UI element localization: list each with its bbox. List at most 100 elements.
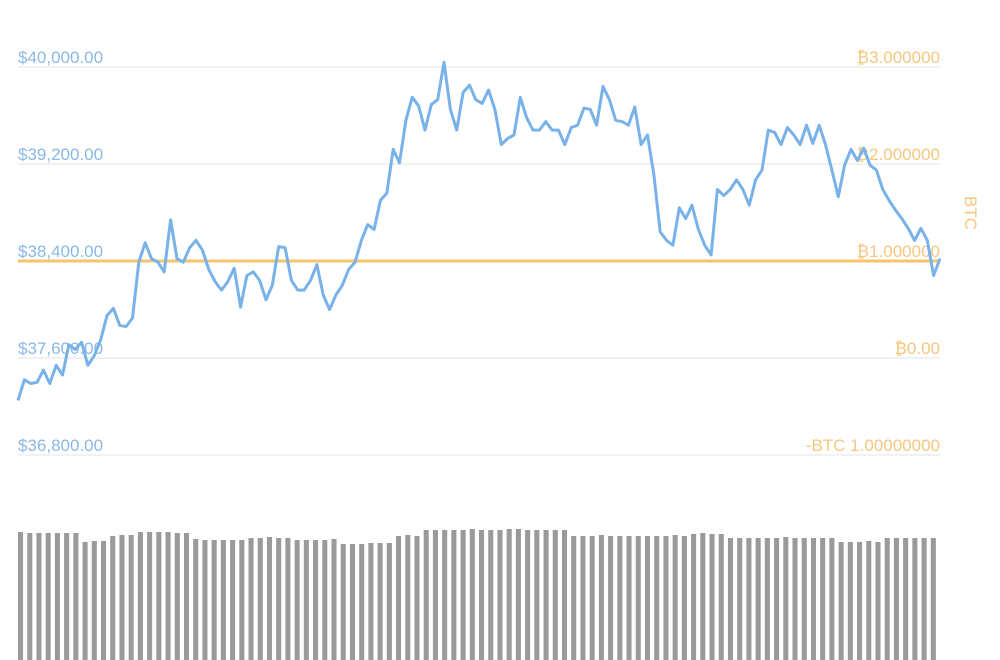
volume-bar bbox=[183, 533, 190, 660]
volume-bar bbox=[469, 529, 475, 660]
volume-bar bbox=[174, 533, 180, 660]
volume-bar bbox=[893, 538, 899, 660]
volume-bar bbox=[506, 529, 512, 660]
volume-bar bbox=[608, 536, 614, 660]
y2-tick-label: ₿0.00 bbox=[894, 339, 940, 358]
volume-bar bbox=[322, 540, 328, 660]
volume-bar bbox=[211, 540, 217, 660]
volume-bar bbox=[543, 530, 549, 660]
volume-bar bbox=[230, 540, 236, 660]
volume-bar bbox=[54, 533, 60, 660]
volume-bar bbox=[137, 532, 143, 660]
volume-bar bbox=[884, 538, 890, 660]
volume-bar bbox=[45, 533, 51, 660]
volume-bar bbox=[285, 538, 291, 660]
volume-bar bbox=[479, 530, 485, 660]
volume-bar bbox=[156, 532, 162, 660]
volume-bar bbox=[313, 540, 319, 660]
y-tick-label: $40,000.00 bbox=[18, 48, 103, 67]
volume-bar bbox=[386, 543, 392, 660]
volume-bar bbox=[774, 538, 780, 660]
volume-bar bbox=[220, 540, 226, 660]
volume-bar bbox=[340, 544, 346, 660]
volume-bar bbox=[534, 530, 540, 660]
volume-bar bbox=[82, 542, 88, 660]
volume-bar bbox=[368, 543, 374, 660]
volume-bar bbox=[755, 538, 761, 660]
volume-bar bbox=[276, 538, 282, 660]
volume-bar bbox=[820, 538, 826, 660]
volume-bar bbox=[147, 532, 153, 660]
y-tick-label: $38,400.00 bbox=[18, 242, 103, 261]
volume-bar bbox=[930, 538, 936, 660]
volume-bar bbox=[764, 538, 770, 660]
volume-bar bbox=[921, 538, 927, 660]
y2-tick-label: -BTC 1.00000000 bbox=[806, 436, 940, 455]
volume-bar bbox=[239, 540, 245, 660]
y-tick-label: $39,200.00 bbox=[18, 145, 103, 164]
volume-bar bbox=[460, 530, 466, 660]
volume-bar bbox=[497, 530, 503, 660]
y2-axis-title: BTC bbox=[961, 196, 980, 230]
volume-bar bbox=[396, 536, 402, 660]
volume-bar bbox=[709, 534, 715, 660]
volume-bar bbox=[727, 538, 734, 660]
y-tick-label: $37,600.00 bbox=[18, 339, 103, 358]
volume-bar bbox=[654, 536, 660, 660]
volume-bar bbox=[36, 533, 42, 660]
volume-bar bbox=[875, 542, 881, 660]
volume-bar bbox=[257, 538, 263, 660]
volume-bar bbox=[303, 540, 309, 660]
volume-bar bbox=[100, 541, 107, 660]
volume-bar bbox=[644, 536, 651, 660]
volume-bar bbox=[829, 538, 835, 660]
volume-bar bbox=[193, 539, 199, 660]
volume-bar bbox=[552, 530, 558, 660]
volume-bar bbox=[432, 530, 438, 660]
y2-tick-label: ₿2.000000 bbox=[857, 145, 941, 164]
volume-bar bbox=[571, 536, 577, 660]
volume-bar bbox=[718, 534, 724, 660]
volume-bar bbox=[488, 530, 494, 660]
volume-bar bbox=[349, 544, 355, 660]
volume-bar bbox=[248, 538, 254, 660]
volume-bar bbox=[202, 540, 208, 660]
volume-bar bbox=[119, 535, 125, 660]
volume-bar bbox=[681, 536, 687, 660]
volume-bar bbox=[838, 542, 844, 660]
volume-bar bbox=[331, 539, 337, 660]
volume-bar bbox=[442, 530, 448, 660]
volume-bar bbox=[73, 533, 79, 660]
volume-bar bbox=[746, 538, 752, 660]
volume-bar bbox=[912, 538, 918, 660]
y-tick-label: $36,800.00 bbox=[18, 436, 103, 455]
volume-bar bbox=[857, 542, 863, 660]
volume-bar bbox=[801, 538, 807, 660]
volume-bar bbox=[64, 533, 70, 660]
y2-tick-label: ₿1.000000 bbox=[857, 242, 941, 261]
volume-bar bbox=[663, 536, 669, 660]
volume-bar bbox=[405, 535, 411, 660]
volume-bar bbox=[561, 530, 568, 660]
volume-bar bbox=[672, 535, 678, 660]
price-line bbox=[16, 60, 942, 401]
y2-tick-label: ₿3.000000 bbox=[857, 48, 941, 67]
volume-bar bbox=[866, 541, 872, 660]
volume-bar bbox=[580, 536, 586, 660]
volume-bar bbox=[110, 536, 116, 660]
volume-bar bbox=[525, 530, 531, 660]
volume-bar bbox=[91, 541, 97, 660]
volume-bar bbox=[598, 535, 604, 660]
volume-bar bbox=[27, 533, 33, 660]
volume-bar bbox=[792, 538, 798, 660]
volume-bar bbox=[700, 533, 706, 660]
volume-bar bbox=[737, 538, 743, 660]
volume-bar bbox=[359, 544, 365, 660]
volume-bar bbox=[515, 529, 521, 660]
volume-bar bbox=[626, 536, 632, 660]
volume-bar bbox=[810, 538, 816, 660]
volume-bar bbox=[903, 538, 909, 660]
volume-bar bbox=[451, 530, 457, 660]
volume-bar bbox=[847, 542, 853, 660]
